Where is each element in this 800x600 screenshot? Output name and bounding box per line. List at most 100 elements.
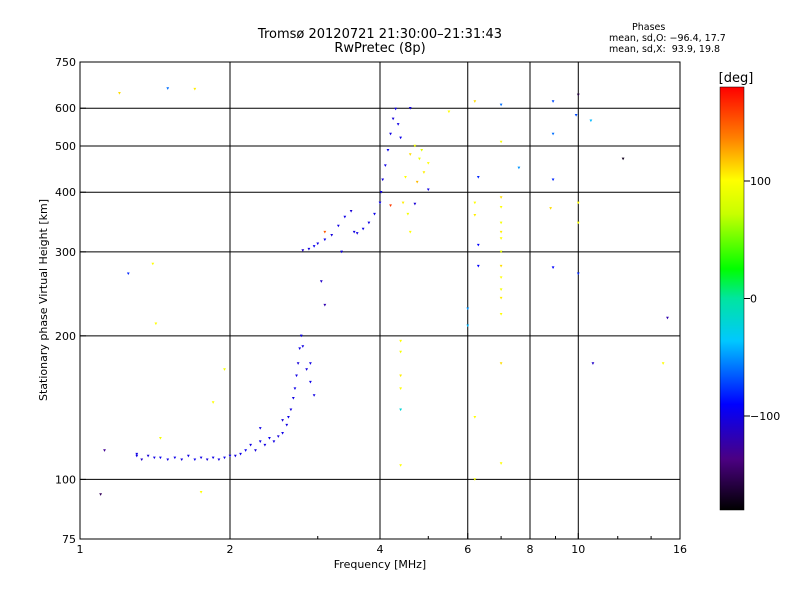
data-point: [574, 114, 578, 117]
data-point: [499, 230, 503, 234]
data-point: [323, 238, 327, 242]
data-point: [352, 230, 356, 234]
data-point: [399, 408, 403, 412]
data-point: [239, 452, 242, 456]
data-point: [391, 117, 395, 121]
data-point: [473, 416, 477, 419]
phases-stat-o: mean, sd,O: −96.4, 17.7: [609, 33, 726, 44]
data-point: [399, 374, 403, 378]
data-point: [473, 201, 477, 205]
data-point: [383, 164, 387, 167]
data-point: [296, 362, 300, 365]
data-point: [330, 234, 334, 237]
data-point: [499, 221, 503, 225]
data-point: [499, 288, 503, 291]
phases-stat-x: mean, sd,X: 93.9, 19.8: [609, 44, 721, 55]
y-tick-label: 200: [55, 330, 76, 343]
x-tick-label: 6: [464, 543, 471, 556]
data-point: [154, 322, 158, 326]
data-point: [281, 431, 284, 435]
data-points: [99, 87, 669, 496]
colorbar-tick-label: 0: [750, 293, 757, 306]
data-point: [299, 334, 303, 338]
data-point: [396, 123, 400, 126]
grid: [80, 62, 680, 539]
data-point: [418, 157, 421, 161]
data-point: [166, 87, 170, 90]
data-point: [276, 435, 280, 438]
data-point: [135, 452, 139, 456]
data-point: [159, 437, 162, 440]
colorbar-tick-label: 100: [750, 175, 771, 188]
data-point: [576, 221, 580, 225]
data-point: [193, 87, 197, 91]
colorbar-gradient: [719, 86, 745, 511]
axes: 1 2 4 6 8 10 16 75 100 200 300 400 500 600 750: [55, 56, 687, 556]
data-point: [378, 201, 382, 205]
data-point: [349, 209, 353, 213]
data-point: [551, 178, 555, 182]
chart-subtitle: RwPretec (8p): [334, 41, 426, 56]
colorbar-label: [deg]: [719, 71, 754, 86]
data-point: [211, 401, 215, 404]
data-point: [340, 250, 344, 254]
data-point: [399, 339, 403, 343]
data-point: [295, 374, 298, 378]
data-point: [281, 419, 284, 422]
data-point: [140, 458, 144, 462]
data-point: [589, 119, 593, 123]
data-point: [666, 316, 669, 320]
data-point: [293, 387, 297, 391]
data-point: [159, 456, 162, 460]
y-tick-label: 600: [55, 102, 76, 115]
data-point: [193, 458, 197, 462]
data-point: [223, 368, 226, 371]
data-point: [576, 93, 580, 97]
y-tick-label: 750: [55, 56, 76, 69]
data-point: [499, 462, 503, 465]
data-point: [309, 362, 312, 365]
data-point: [499, 206, 503, 209]
data-point: [323, 303, 327, 307]
data-point: [186, 454, 190, 458]
data-point: [244, 449, 248, 452]
data-point: [661, 362, 665, 365]
data-point: [576, 201, 580, 205]
data-point: [289, 408, 293, 412]
data-point: [258, 427, 262, 430]
data-point: [408, 107, 412, 110]
data-point: [285, 423, 289, 427]
chart-title: Tromsø 20120721 21:30:00–21:31:43: [257, 27, 503, 42]
data-point: [233, 454, 237, 458]
data-point: [316, 242, 320, 246]
data-point: [199, 491, 203, 494]
x-axis-label: Frequency [MHz]: [334, 558, 426, 571]
data-point: [319, 280, 323, 283]
data-point: [173, 456, 177, 460]
x-tick-label: 2: [227, 543, 234, 556]
data-point: [367, 221, 371, 225]
data-point: [381, 178, 385, 182]
data-point: [312, 245, 316, 248]
data-point: [551, 100, 555, 103]
data-point: [499, 296, 503, 300]
data-point: [386, 148, 390, 152]
data-point: [151, 262, 155, 266]
y-tick-label: 500: [55, 140, 76, 153]
data-point: [473, 100, 477, 103]
data-point: [336, 224, 340, 228]
y-tick-label: 400: [55, 186, 76, 199]
data-point: [228, 454, 232, 458]
data-point: [406, 212, 410, 216]
data-point: [217, 458, 221, 462]
data-point: [180, 458, 184, 462]
data-point: [466, 324, 470, 328]
data-point: [301, 249, 305, 252]
y-tick-label: 300: [55, 246, 76, 259]
data-point: [323, 230, 327, 234]
data-point: [355, 232, 359, 235]
colorbar-ticks: 100 0 −100: [744, 175, 780, 423]
data-point: [361, 227, 365, 231]
